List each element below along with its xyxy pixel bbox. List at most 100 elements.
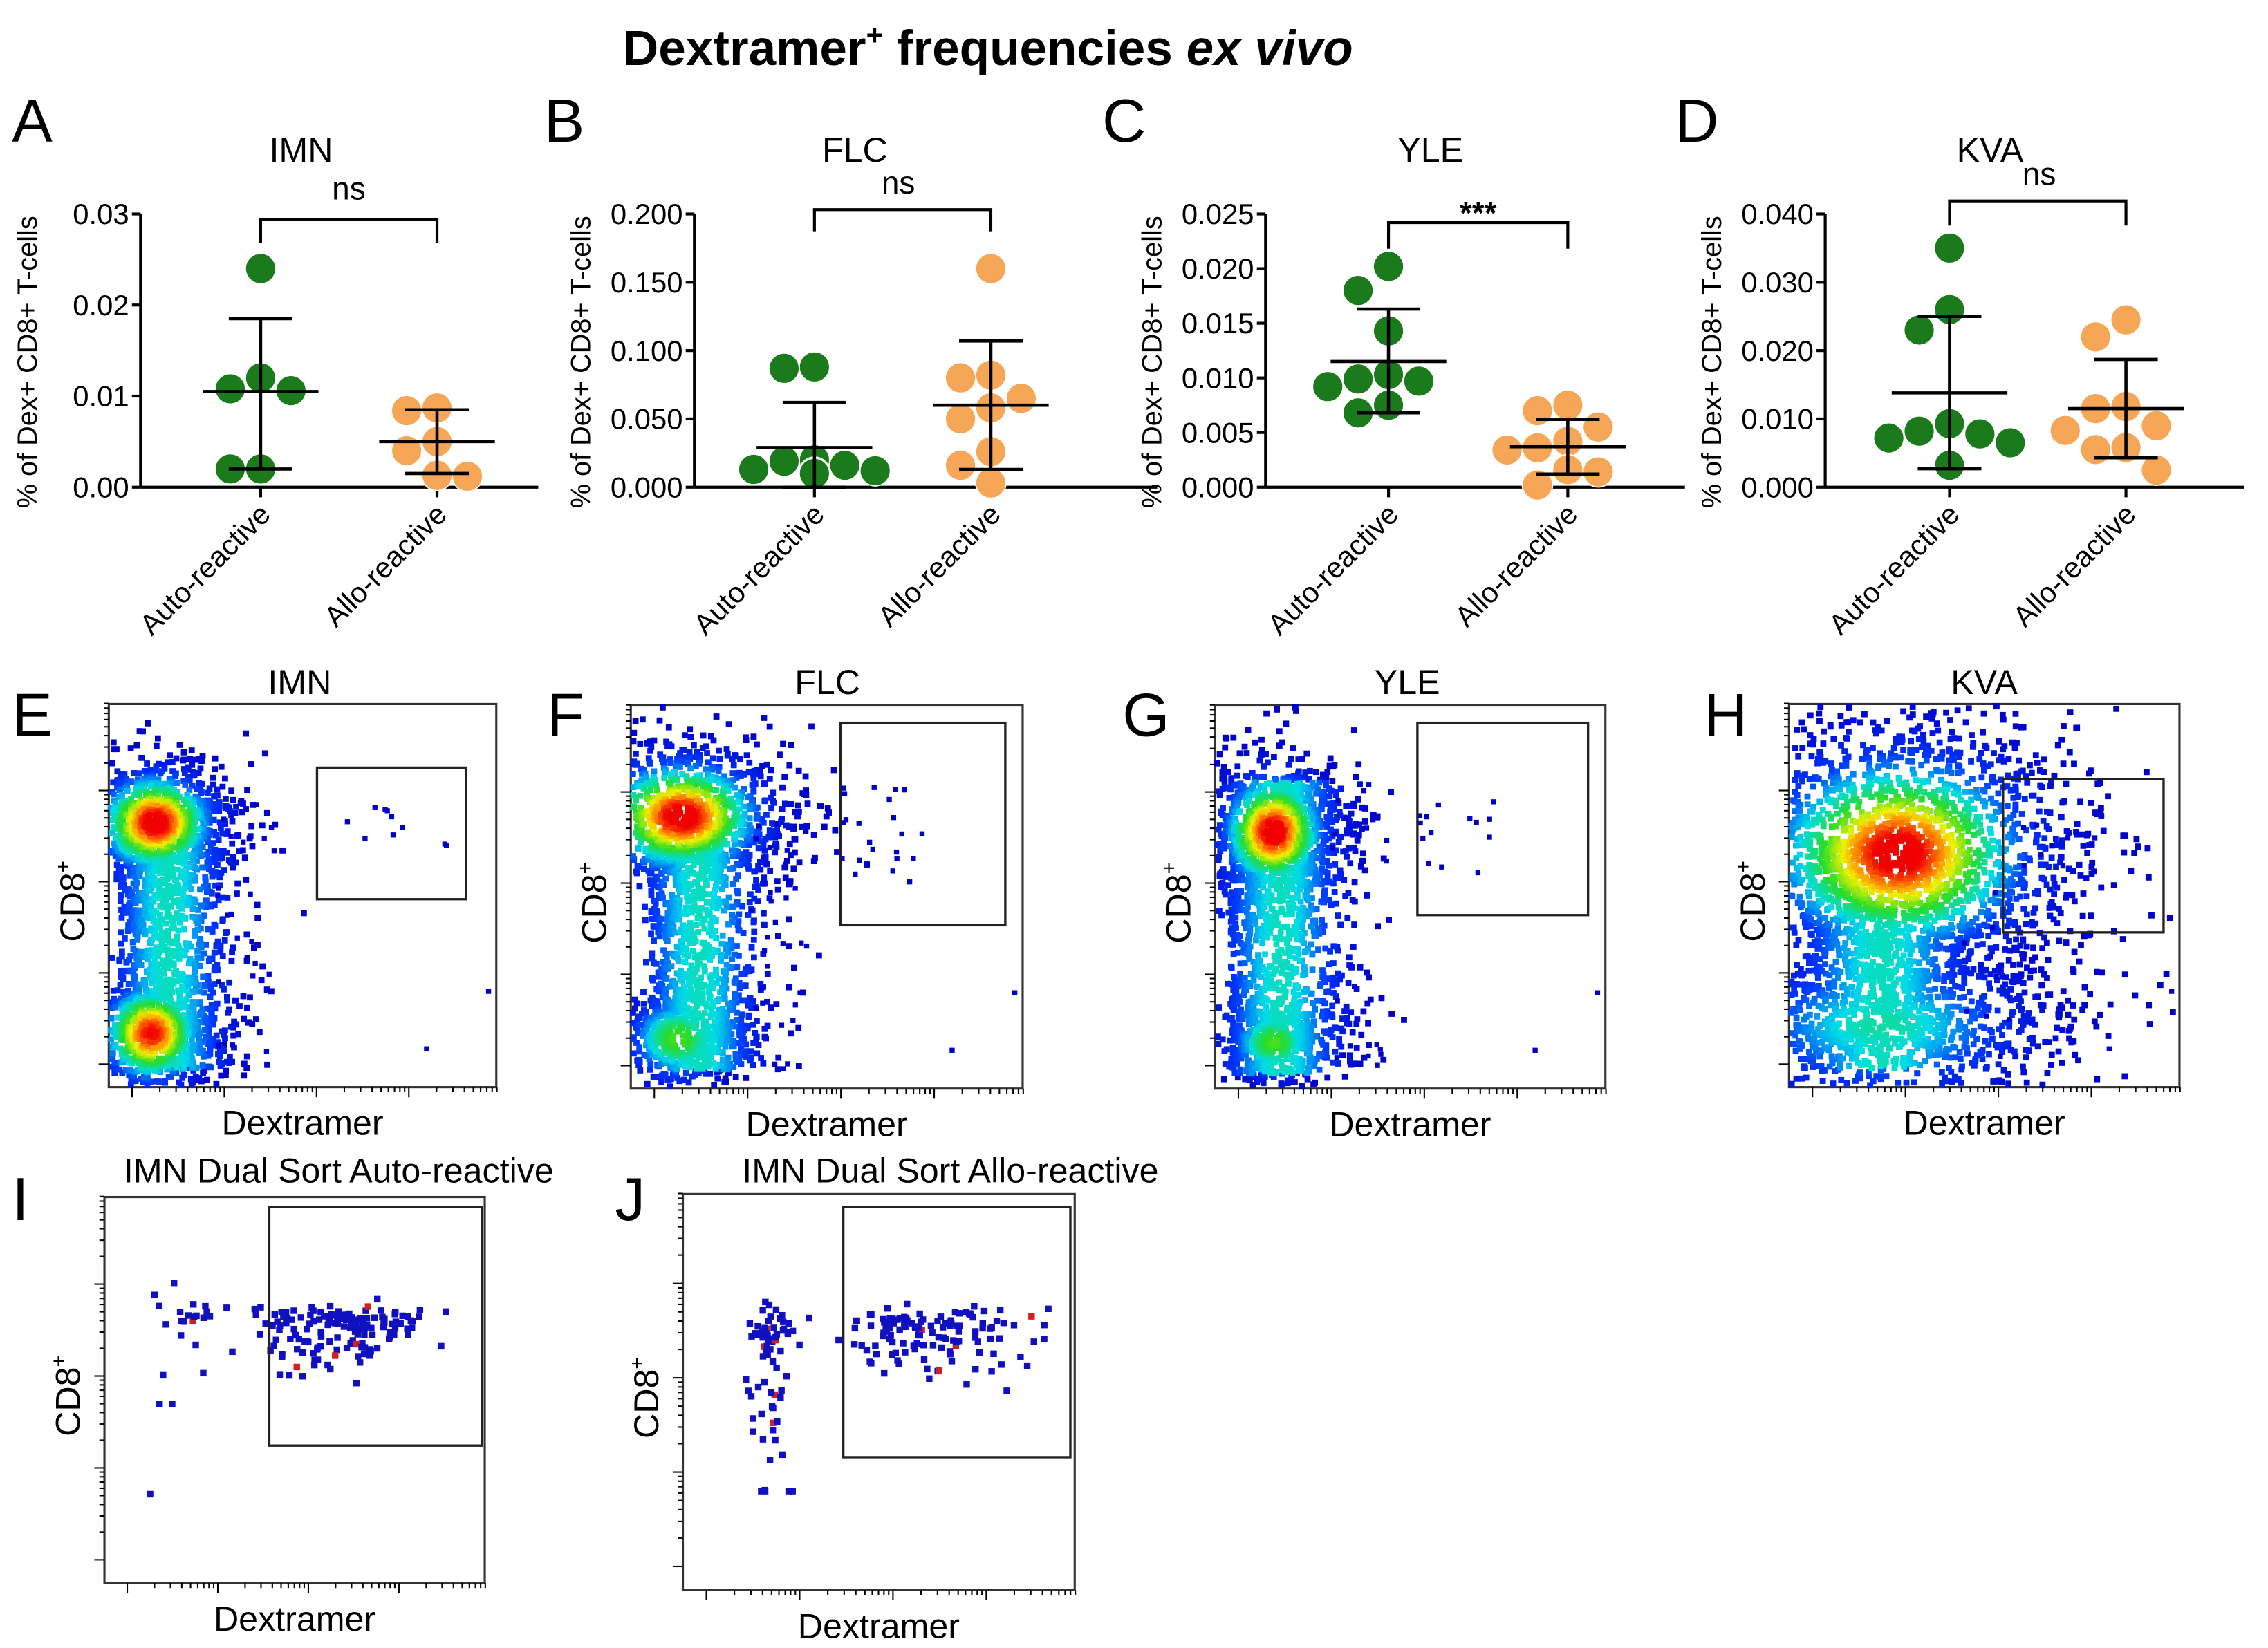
event-dot <box>747 803 754 809</box>
event-dot <box>668 836 675 843</box>
event-dot <box>685 804 691 811</box>
event-dot <box>268 988 275 995</box>
event-dot <box>272 821 279 828</box>
event-dot <box>725 721 732 728</box>
event-dot <box>132 921 139 927</box>
event-dot <box>714 1031 721 1038</box>
event-dot <box>691 742 697 749</box>
event-dot <box>792 1002 798 1008</box>
event-dot <box>127 868 133 875</box>
event-dot <box>693 921 700 928</box>
event-dot <box>723 946 729 953</box>
event-dot <box>685 760 691 767</box>
event-dot <box>672 929 679 936</box>
event-dot <box>243 1065 250 1071</box>
event-dot <box>689 870 696 877</box>
event-dot <box>643 1042 649 1049</box>
event-dot <box>169 759 176 765</box>
y-tick-label: 0.100 <box>611 335 683 367</box>
event-dot <box>268 825 275 830</box>
event-dot <box>210 989 216 996</box>
event-dot <box>760 841 767 848</box>
event-dot <box>671 1000 677 1007</box>
event-dot <box>148 961 155 968</box>
event-dot <box>165 790 172 796</box>
event-dot <box>636 1048 643 1055</box>
event-dot <box>199 1062 206 1069</box>
event-dot <box>743 737 750 744</box>
event-dot <box>161 762 168 769</box>
event-dot <box>631 729 638 736</box>
event-dot <box>140 1074 147 1080</box>
event-dot <box>696 751 703 758</box>
event-dot <box>705 928 712 935</box>
event-dot <box>664 963 671 969</box>
event-dot <box>745 769 752 776</box>
event-dot <box>119 792 125 798</box>
event-dot <box>180 846 187 852</box>
event-dot <box>645 796 652 802</box>
event-dot <box>673 759 680 766</box>
event-dot <box>712 857 718 863</box>
event-dot <box>698 895 705 902</box>
event-dot <box>132 899 139 906</box>
event-dot <box>189 872 196 879</box>
event-dot <box>176 742 183 748</box>
event-dot <box>718 806 725 813</box>
event-dot <box>224 1058 230 1065</box>
event-dot <box>189 913 196 920</box>
event-dot <box>792 849 798 856</box>
event-dot <box>803 787 810 794</box>
event-dot <box>650 1074 657 1080</box>
event-dot <box>216 874 223 881</box>
event-dot <box>175 1023 182 1030</box>
event-dot <box>635 1056 642 1063</box>
event-dot <box>162 1030 169 1036</box>
event-dot <box>733 775 740 781</box>
event-dot <box>185 982 192 989</box>
event-dot <box>673 895 680 901</box>
event-dot <box>768 899 774 904</box>
event-dot <box>678 861 685 868</box>
event-dot <box>184 792 191 798</box>
event-dot <box>198 917 205 924</box>
event-dot <box>157 912 163 918</box>
event-dot <box>637 792 644 799</box>
x-tick-label: Allo-reactive <box>2007 498 2142 633</box>
event-dot <box>735 926 742 933</box>
event-dot <box>149 1045 156 1051</box>
event-dots <box>107 720 492 1088</box>
event-dot <box>372 805 378 810</box>
event-dot <box>730 1038 737 1045</box>
event-dot <box>665 724 672 731</box>
event-dot <box>155 953 162 959</box>
y-axis-label-text: CD8 <box>53 872 92 942</box>
event-dot <box>653 840 660 847</box>
event-dot <box>725 1054 732 1061</box>
event-dot <box>196 1011 203 1018</box>
event-dot <box>716 756 723 762</box>
event-dot <box>698 809 705 816</box>
event-dot <box>681 998 688 1005</box>
event-dot <box>1012 990 1018 995</box>
event-dot <box>652 1022 658 1029</box>
event-dot <box>635 863 642 870</box>
event-dot <box>648 892 655 899</box>
event-dot <box>657 968 664 975</box>
event-dot <box>165 814 171 821</box>
event-dot <box>687 733 694 740</box>
event-dot <box>212 1002 219 1008</box>
event-dot <box>181 952 188 959</box>
event-dot <box>204 859 211 866</box>
event-dot <box>696 854 703 861</box>
event-dot <box>795 1062 802 1069</box>
event-dot <box>161 968 167 975</box>
event-dot <box>670 825 677 832</box>
event-dot <box>203 888 210 895</box>
event-dot <box>128 915 135 921</box>
event-dot <box>201 807 207 814</box>
event-dot <box>734 921 741 928</box>
event-dot <box>144 1040 151 1047</box>
event-dot <box>191 962 198 968</box>
event-dot <box>640 1000 647 1007</box>
